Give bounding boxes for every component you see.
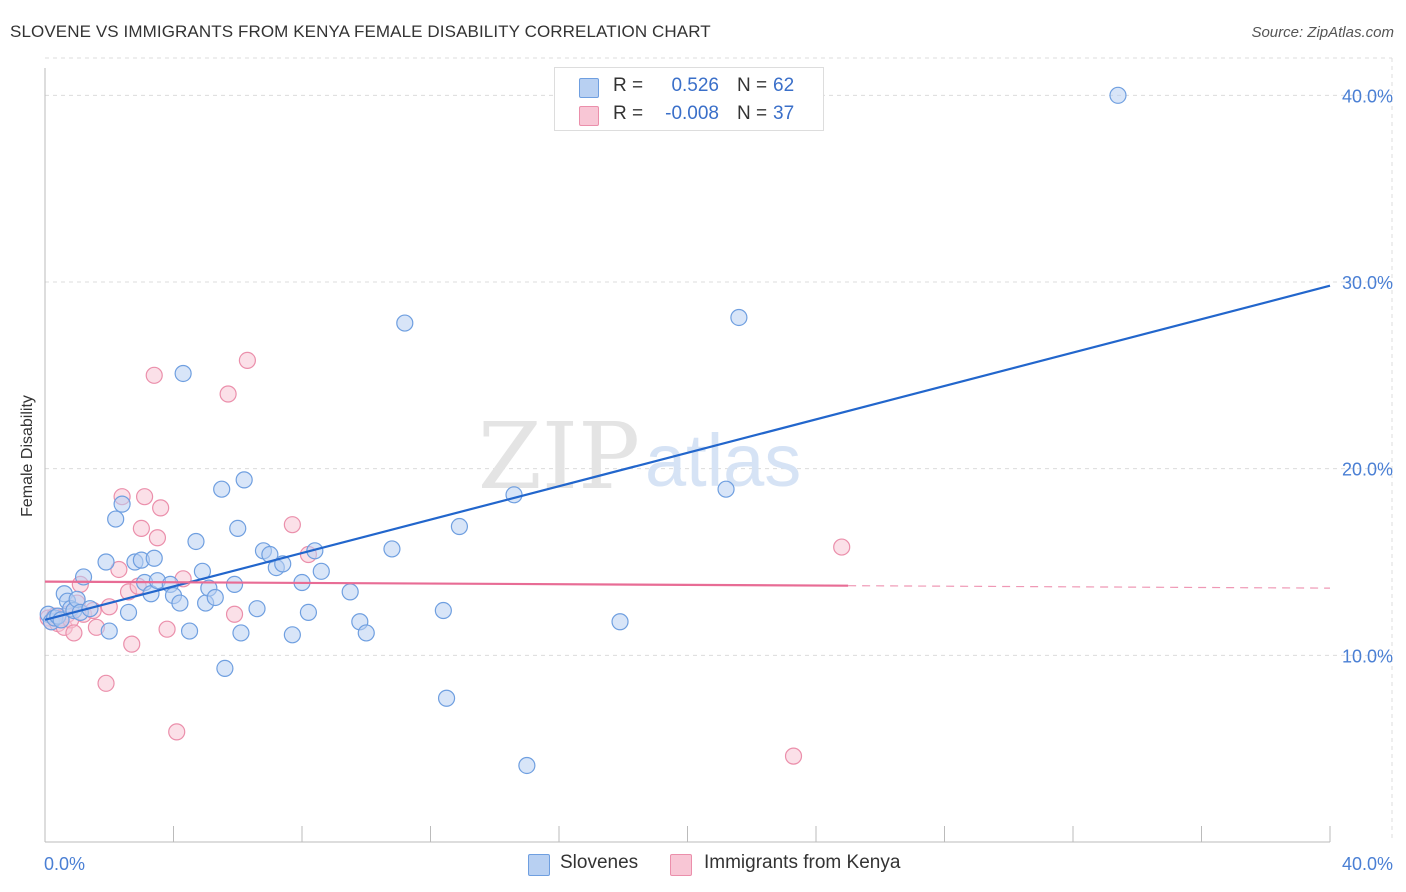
kenya-r-value: -0.008 [665,103,719,124]
r-label: R = [613,75,644,96]
gridlines [45,57,1393,842]
y-tick-label: 30.0% [1342,273,1393,293]
slovene-point [113,495,131,513]
kenya-point [152,499,170,517]
slovene-point [299,603,318,622]
slovenes-legend-label: Slovenes [560,852,639,873]
slovene-point [357,624,375,642]
kenya-point [110,560,128,579]
slovene-point [100,622,118,640]
slovene-point [235,471,253,489]
slovene-point [171,594,189,612]
slovene-point [341,583,359,601]
slovene-point [225,575,244,594]
legend-row-slovenes: R = 0.526 N = 62 [555,72,823,102]
slovene-point [180,622,199,640]
kenya-point [132,519,150,538]
slovene-point [229,519,247,538]
slovene-point [396,314,414,332]
y-tick-label: 10.0% [1342,646,1393,666]
kenya-point [158,620,176,638]
y-tick-label: 40.0% [1342,86,1393,106]
slovene-point [248,600,266,618]
correlation-legend: R = 0.526 N = 62 R = -0.008 N = 37 [554,67,824,131]
kenya-point [148,529,167,547]
slovenes-n-value: 62 [773,75,795,96]
slovene-point [119,603,138,622]
slovene-point [107,510,125,528]
n-label: N = [737,75,768,96]
watermark-zip: ZIP [478,403,640,510]
slovene-point [1109,86,1127,104]
chart-title: SLOVENE VS IMMIGRANTS FROM KENYA FEMALE … [10,22,711,41]
slovene-point [232,624,250,642]
kenya-n-value: 37 [773,103,795,124]
kenya-point [168,723,186,741]
slovene-point [437,689,456,707]
kenya-point [219,385,237,403]
slovene-point [213,480,231,498]
kenya-trend-line-extension [848,585,1331,589]
slovene-point [450,517,469,536]
r-label: R = [613,103,644,124]
slovene-point [97,553,115,571]
kenya-point [833,538,851,556]
kenya-legend-swatch [670,854,692,876]
slovene-point [518,756,536,775]
source-label: Source: ZipAtlas.com [1251,24,1394,41]
kenya-point [145,366,163,384]
kenya-point [784,747,803,765]
slovene-point [216,659,234,678]
kenya-legend-label: Immigrants from Kenya [704,852,901,873]
slovene-point [187,532,205,551]
slovene-point [174,364,192,383]
slovene-point [383,540,401,558]
kenya-point [135,488,154,506]
kenya-trend-line [44,580,849,587]
tick-labels: 10.0% 20.0% 30.0% 40.0% 0.0% 40.0% [44,86,1393,874]
slovene-point [283,626,301,644]
kenya-point [123,635,141,653]
slovene-point [434,601,452,620]
kenya-point [225,605,244,623]
slovene-point [611,613,629,631]
slovene-point [145,549,163,567]
slovenes-swatch [579,78,599,98]
slovene-point [730,308,748,327]
slovenes-trend-line [44,284,1331,621]
legend-row-kenya: R = -0.008 N = 37 [555,100,823,130]
n-label: N = [737,103,768,124]
x-tick-label: 0.0% [44,854,85,874]
slovenes-legend-swatch [528,854,550,876]
trend-lines [44,284,1331,621]
slovene-point [206,588,224,607]
slovenes-r-value: 0.526 [671,75,719,96]
kenya-point [283,516,301,534]
y-tick-label: 20.0% [1342,460,1393,480]
axes [44,68,1331,843]
kenya-swatch [579,106,599,126]
slovene-point [312,562,330,580]
x-tick-label: 40.0% [1342,854,1393,874]
kenya-point [238,351,256,369]
kenya-point [65,624,83,642]
kenya-point [97,674,115,692]
slovene-point [717,480,735,498]
